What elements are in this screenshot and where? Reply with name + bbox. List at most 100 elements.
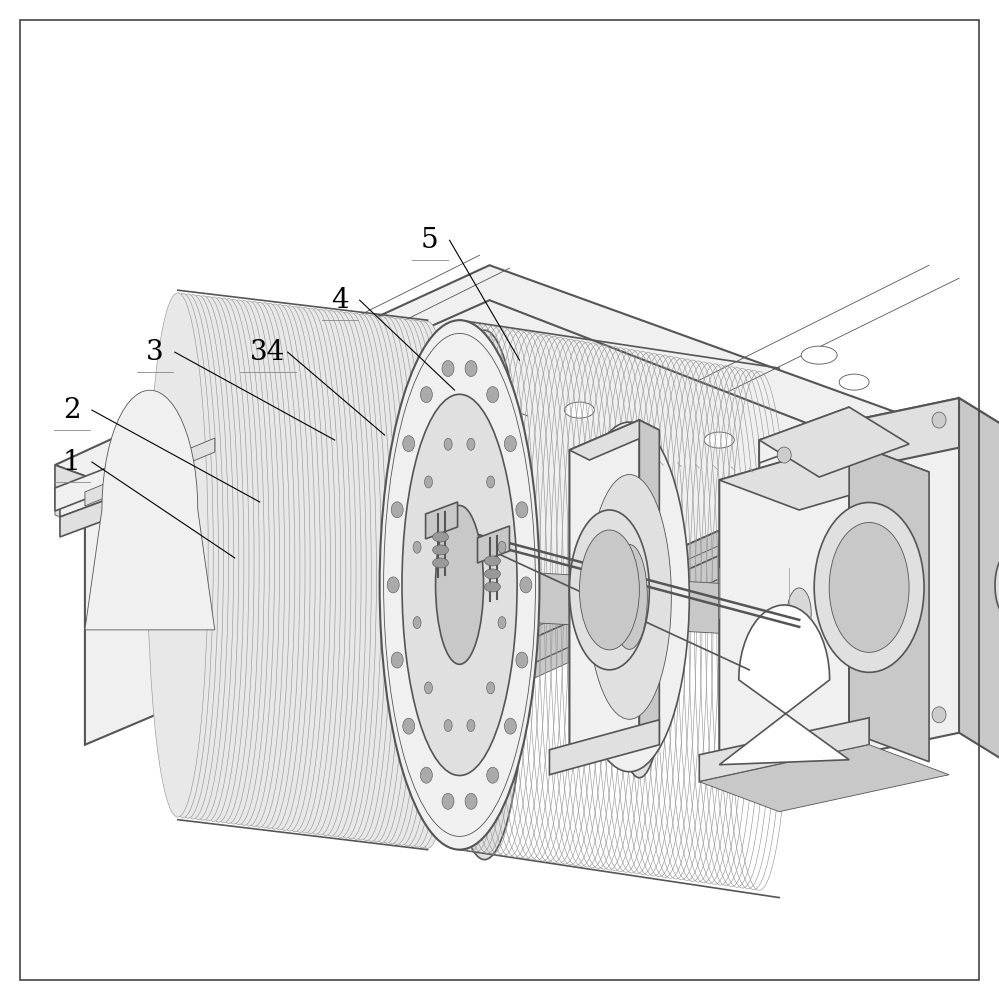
Polygon shape — [55, 465, 519, 670]
Polygon shape — [478, 526, 509, 563]
Ellipse shape — [270, 307, 331, 832]
Ellipse shape — [466, 361, 478, 377]
Ellipse shape — [436, 505, 484, 664]
Ellipse shape — [413, 617, 421, 629]
Ellipse shape — [387, 320, 448, 847]
Ellipse shape — [377, 319, 438, 846]
Ellipse shape — [442, 361, 454, 377]
Ellipse shape — [331, 314, 392, 840]
Ellipse shape — [311, 312, 372, 837]
Ellipse shape — [183, 297, 244, 822]
Ellipse shape — [316, 312, 377, 838]
Ellipse shape — [306, 311, 367, 837]
Ellipse shape — [402, 394, 517, 776]
Polygon shape — [485, 455, 889, 660]
Polygon shape — [569, 420, 659, 460]
Ellipse shape — [442, 793, 454, 809]
Ellipse shape — [433, 532, 449, 542]
Ellipse shape — [250, 305, 310, 830]
Ellipse shape — [239, 303, 300, 829]
Ellipse shape — [569, 510, 649, 670]
Ellipse shape — [569, 422, 689, 772]
Ellipse shape — [466, 793, 478, 809]
Ellipse shape — [467, 720, 475, 732]
Polygon shape — [85, 390, 215, 630]
Ellipse shape — [234, 303, 295, 828]
Text: 3: 3 — [146, 339, 164, 366]
Ellipse shape — [587, 475, 671, 719]
Text: 4: 4 — [331, 287, 349, 314]
Ellipse shape — [260, 306, 321, 831]
Ellipse shape — [150, 492, 180, 508]
Ellipse shape — [163, 295, 224, 819]
Text: 34: 34 — [250, 339, 286, 366]
Ellipse shape — [152, 451, 188, 469]
Ellipse shape — [209, 300, 270, 825]
Ellipse shape — [787, 588, 811, 638]
Ellipse shape — [229, 302, 290, 827]
Polygon shape — [759, 407, 849, 463]
Ellipse shape — [367, 318, 428, 844]
Ellipse shape — [362, 317, 423, 844]
Ellipse shape — [839, 374, 869, 390]
Ellipse shape — [519, 577, 531, 593]
Ellipse shape — [579, 530, 639, 650]
Polygon shape — [450, 568, 799, 638]
Ellipse shape — [413, 541, 421, 553]
Polygon shape — [215, 435, 225, 697]
Polygon shape — [699, 745, 949, 812]
Ellipse shape — [380, 320, 539, 850]
Polygon shape — [719, 442, 929, 510]
Ellipse shape — [372, 319, 433, 845]
Polygon shape — [85, 438, 215, 506]
Ellipse shape — [148, 293, 208, 817]
Polygon shape — [719, 442, 849, 770]
Ellipse shape — [403, 436, 415, 452]
Ellipse shape — [485, 569, 500, 579]
Ellipse shape — [609, 428, 669, 778]
Ellipse shape — [801, 346, 837, 364]
Ellipse shape — [158, 294, 219, 818]
Ellipse shape — [336, 314, 397, 841]
Ellipse shape — [487, 476, 495, 488]
Ellipse shape — [290, 309, 351, 835]
Ellipse shape — [321, 313, 382, 839]
Polygon shape — [759, 398, 959, 775]
Ellipse shape — [777, 742, 791, 758]
Ellipse shape — [398, 322, 458, 848]
Ellipse shape — [425, 476, 433, 488]
Ellipse shape — [932, 707, 946, 723]
Polygon shape — [85, 480, 485, 660]
Ellipse shape — [173, 296, 234, 820]
Polygon shape — [55, 482, 80, 507]
Ellipse shape — [194, 298, 254, 823]
Polygon shape — [55, 500, 519, 685]
Ellipse shape — [352, 316, 412, 843]
Ellipse shape — [445, 720, 453, 732]
Polygon shape — [60, 435, 240, 517]
Ellipse shape — [347, 316, 407, 842]
Ellipse shape — [168, 295, 229, 820]
Ellipse shape — [430, 462, 460, 478]
Ellipse shape — [275, 307, 336, 833]
Polygon shape — [569, 420, 639, 760]
Ellipse shape — [499, 541, 506, 553]
Polygon shape — [55, 422, 225, 511]
Polygon shape — [699, 718, 869, 782]
Polygon shape — [639, 420, 659, 740]
Polygon shape — [55, 265, 959, 635]
Ellipse shape — [204, 299, 265, 824]
Ellipse shape — [255, 305, 316, 830]
Ellipse shape — [631, 416, 667, 434]
Ellipse shape — [224, 302, 285, 827]
Ellipse shape — [487, 387, 499, 403]
Ellipse shape — [777, 447, 791, 463]
Ellipse shape — [421, 387, 433, 403]
Ellipse shape — [425, 682, 433, 694]
Ellipse shape — [280, 308, 341, 834]
Polygon shape — [959, 398, 999, 770]
Ellipse shape — [301, 310, 361, 836]
Ellipse shape — [290, 432, 320, 448]
Ellipse shape — [153, 293, 214, 818]
Ellipse shape — [445, 438, 453, 450]
